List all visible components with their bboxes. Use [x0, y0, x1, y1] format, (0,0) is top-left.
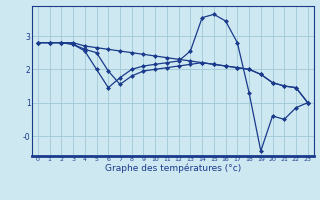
X-axis label: Graphe des températures (°c): Graphe des températures (°c) [105, 164, 241, 173]
